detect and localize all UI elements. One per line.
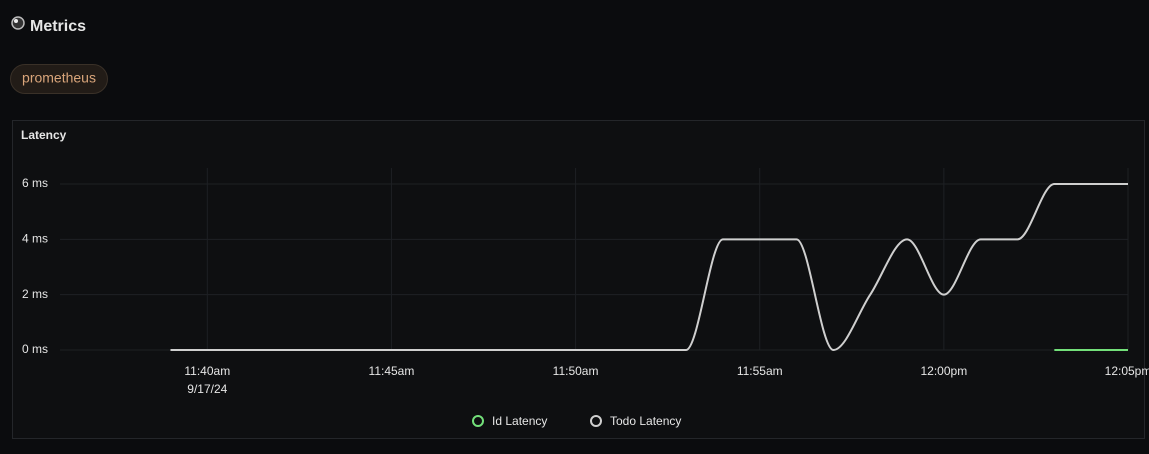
- x-tick-label: 11:50am: [553, 364, 599, 378]
- badge-label: prometheus: [22, 70, 96, 86]
- legend-label: Id Latency: [492, 414, 547, 428]
- y-tick-label: 0 ms: [22, 342, 48, 356]
- x-tick-label: 11:55am: [737, 364, 783, 378]
- x-date-label: 9/17/24: [187, 382, 227, 396]
- y-tick-label: 4 ms: [22, 232, 48, 246]
- y-tick-label: 2 ms: [22, 287, 48, 301]
- legend-marker: [590, 415, 602, 427]
- icon-dot: [14, 19, 18, 23]
- legend-marker: [472, 415, 484, 427]
- x-tick-label: 12:05pm: [1105, 364, 1149, 378]
- y-tick-label: 6 ms: [22, 176, 48, 190]
- line-series: [170, 183, 1128, 352]
- page-title: Metrics: [30, 18, 86, 35]
- legend-label: Todo Latency: [610, 414, 681, 428]
- panel: [12, 120, 1145, 439]
- x-tick-label: 12:00pm: [921, 364, 968, 378]
- x-tick-label: 11:40am: [184, 364, 230, 378]
- x-tick-label: 11:45am: [369, 364, 415, 378]
- badge[interactable]: [10, 64, 108, 94]
- icon: [11, 16, 25, 30]
- panel-title: Latency: [21, 128, 67, 142]
